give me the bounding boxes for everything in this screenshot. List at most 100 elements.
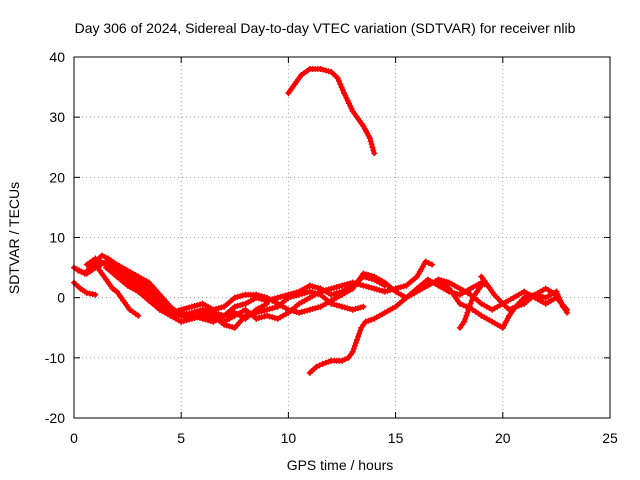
data-point	[242, 306, 249, 313]
data-point	[456, 300, 463, 307]
data-point	[478, 300, 485, 307]
plus-marker	[102, 254, 109, 261]
plus-marker	[314, 284, 321, 291]
data-point	[424, 276, 431, 283]
plus-marker	[215, 305, 222, 312]
data-point	[264, 306, 270, 313]
plus-marker	[316, 362, 323, 369]
x-tick-label: 15	[388, 430, 404, 446]
y-tick-label: 30	[49, 109, 65, 125]
data-point	[564, 309, 571, 316]
x-tick-label: 20	[495, 430, 511, 446]
data-point	[291, 81, 298, 88]
data-point	[403, 282, 410, 289]
data-point	[339, 357, 345, 364]
plus-marker	[466, 303, 473, 310]
plus-marker	[172, 308, 179, 315]
data-point	[156, 291, 163, 298]
data-point	[328, 357, 335, 364]
data-point	[489, 306, 496, 313]
plus-marker	[261, 293, 268, 300]
x-tick-label: 10	[281, 430, 297, 446]
data-point	[253, 315, 260, 322]
data-point	[328, 69, 335, 75]
data-point	[506, 312, 513, 319]
y-axis-label: SDTVAR / TECUs	[6, 182, 22, 294]
data-point	[221, 321, 228, 328]
plus-marker	[464, 309, 471, 316]
data-point	[167, 306, 174, 313]
plus-marker	[191, 302, 198, 309]
plus-marker	[336, 302, 343, 309]
data-point	[274, 294, 281, 301]
data-point	[231, 303, 238, 310]
plus-marker	[81, 269, 87, 276]
plus-marker	[78, 268, 85, 275]
plus-marker	[509, 305, 516, 312]
data-point	[317, 303, 324, 310]
data-point	[521, 294, 528, 301]
data-point	[392, 288, 399, 295]
data-point	[124, 270, 131, 277]
data-point	[285, 294, 292, 301]
data-point	[478, 282, 485, 289]
data-point	[83, 270, 90, 277]
y-tick-label: 20	[49, 169, 65, 185]
plus-marker	[333, 284, 340, 291]
plus-marker	[207, 318, 214, 324]
data-point	[422, 258, 429, 265]
plus-marker	[202, 316, 209, 323]
y-tick-label: 10	[49, 230, 65, 246]
data-point	[178, 309, 185, 316]
plus-marker	[347, 305, 353, 312]
plus-marker	[463, 312, 470, 319]
data-point	[424, 282, 431, 289]
data-point	[135, 276, 142, 283]
data-point	[96, 267, 103, 274]
plus-marker	[288, 293, 295, 300]
data-point	[435, 282, 442, 289]
data-point	[264, 294, 270, 301]
plus-marker	[365, 272, 372, 279]
data-point	[360, 123, 367, 130]
series-track-01	[71, 279, 99, 298]
data-point	[221, 303, 228, 310]
plus-marker	[194, 314, 201, 321]
data-point	[345, 354, 352, 361]
data-point	[274, 315, 281, 322]
plus-marker	[462, 315, 469, 322]
plus-marker	[205, 311, 211, 318]
plus-marker	[350, 345, 357, 352]
plus-marker	[342, 356, 349, 363]
plus-marker	[368, 316, 375, 323]
plus-marker	[293, 309, 300, 315]
data-point	[354, 336, 360, 343]
data-point	[446, 279, 453, 286]
plus-marker	[368, 272, 375, 279]
data-point	[339, 291, 345, 298]
data-point	[135, 288, 142, 295]
data-point	[521, 300, 528, 307]
data-point	[542, 294, 549, 301]
plus-marker	[518, 301, 525, 308]
plus-marker	[226, 323, 233, 330]
chart-title: Day 306 of 2024, Sidereal Day-to-day VTE…	[75, 20, 576, 36]
data-point	[296, 291, 303, 298]
plus-marker	[309, 289, 316, 296]
plus-marker	[258, 314, 265, 321]
plus-marker	[339, 87, 346, 94]
data-point	[512, 303, 519, 310]
plus-marker	[355, 333, 362, 340]
data-point	[77, 285, 84, 292]
plus-marker	[376, 287, 383, 294]
data-point	[124, 282, 131, 289]
data-point	[532, 291, 538, 298]
data-point	[499, 300, 506, 307]
data-point	[414, 273, 420, 280]
plus-marker	[269, 314, 276, 321]
data-point	[403, 294, 410, 301]
plus-marker	[312, 305, 319, 312]
data-point	[371, 315, 378, 322]
